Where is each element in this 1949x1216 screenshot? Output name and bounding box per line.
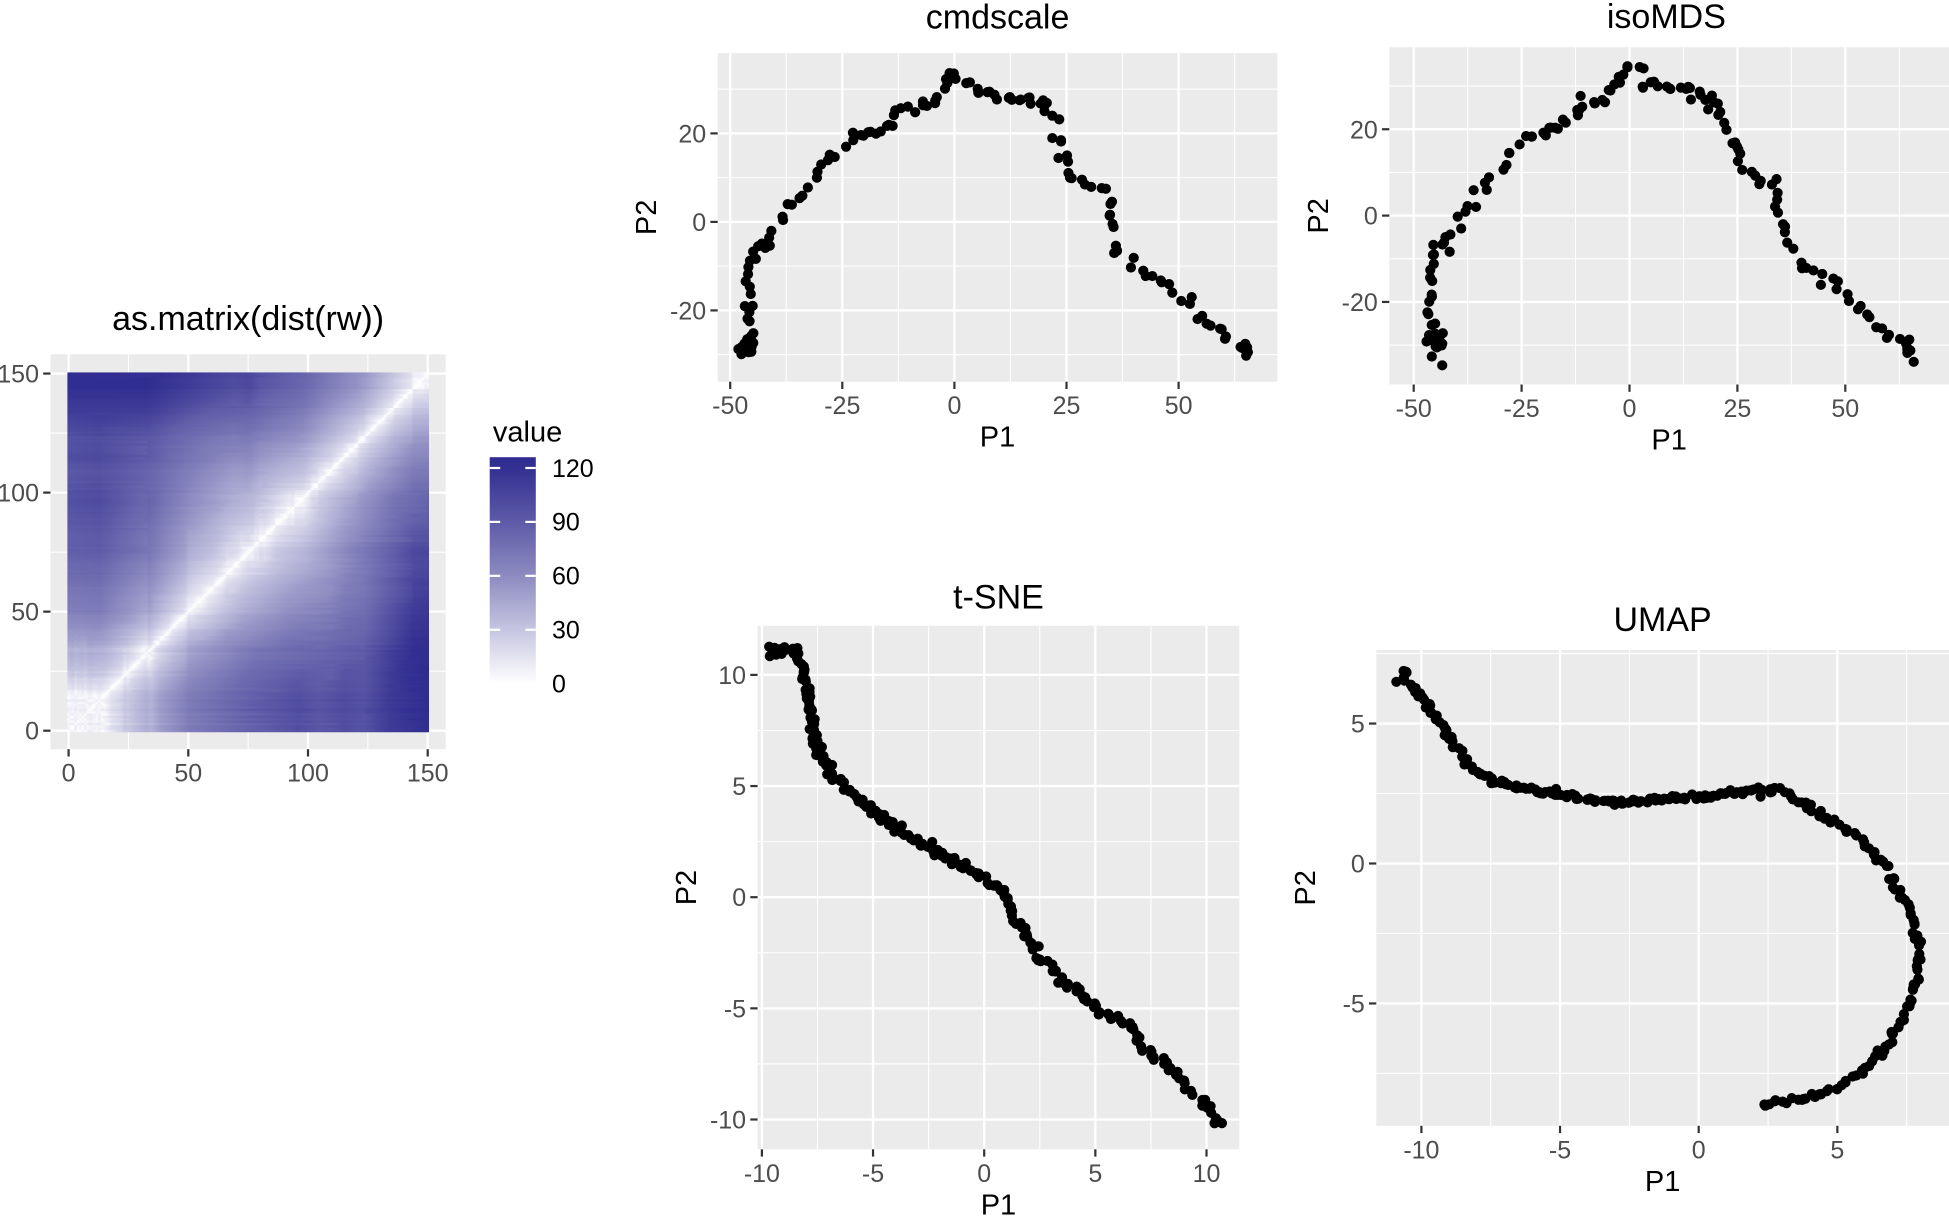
svg-text:25: 25: [1723, 395, 1751, 423]
svg-text:-20: -20: [1342, 289, 1378, 317]
svg-text:-10: -10: [744, 1160, 780, 1188]
svg-text:0: 0: [1364, 203, 1378, 231]
svg-text:0: 0: [1351, 851, 1365, 879]
svg-text:150: 150: [407, 760, 449, 788]
svg-text:60: 60: [552, 563, 580, 591]
svg-text:-25: -25: [1504, 395, 1540, 423]
svg-text:5: 5: [1351, 711, 1365, 739]
svg-text:20: 20: [678, 120, 706, 148]
svg-text:as.matrix(dist(rw)): as.matrix(dist(rw)): [112, 300, 384, 338]
svg-text:cmdscale: cmdscale: [926, 0, 1070, 37]
svg-text:30: 30: [552, 617, 580, 645]
svg-text:0: 0: [552, 671, 566, 699]
svg-text:P1: P1: [980, 422, 1015, 454]
svg-text:100: 100: [0, 480, 39, 508]
svg-text:0: 0: [62, 760, 76, 788]
svg-text:10: 10: [1193, 1160, 1221, 1188]
svg-text:0: 0: [977, 1160, 991, 1188]
svg-text:0: 0: [692, 209, 706, 237]
svg-text:P1: P1: [1651, 425, 1686, 457]
svg-text:UMAP: UMAP: [1613, 601, 1711, 639]
svg-text:isoMDS: isoMDS: [1607, 0, 1726, 36]
svg-text:-5: -5: [862, 1160, 884, 1188]
svg-text:0: 0: [25, 718, 39, 746]
svg-text:50: 50: [1165, 392, 1193, 420]
svg-text:-5: -5: [724, 995, 746, 1023]
svg-text:t-SNE: t-SNE: [953, 579, 1044, 617]
svg-text:0: 0: [732, 884, 746, 912]
svg-text:-50: -50: [712, 392, 748, 420]
svg-text:50: 50: [11, 599, 39, 627]
svg-text:90: 90: [552, 509, 580, 537]
svg-text:25: 25: [1053, 392, 1081, 420]
svg-text:50: 50: [1831, 395, 1859, 423]
svg-text:0: 0: [1623, 395, 1637, 423]
svg-text:20: 20: [1350, 116, 1378, 144]
svg-text:P2: P2: [1290, 870, 1322, 905]
svg-text:100: 100: [287, 760, 329, 788]
svg-text:5: 5: [1088, 1160, 1102, 1188]
svg-text:P1: P1: [981, 1189, 1016, 1216]
svg-text:150: 150: [0, 361, 39, 389]
svg-text:-50: -50: [1396, 395, 1432, 423]
svg-text:-20: -20: [670, 297, 706, 325]
svg-text:0: 0: [947, 392, 961, 420]
svg-text:10: 10: [718, 662, 746, 690]
svg-text:-25: -25: [824, 392, 860, 420]
svg-text:50: 50: [174, 760, 202, 788]
svg-text:0: 0: [1692, 1136, 1706, 1164]
svg-text:value: value: [493, 417, 562, 449]
svg-text:P2: P2: [671, 870, 703, 905]
svg-text:P1: P1: [1645, 1166, 1680, 1198]
svg-text:5: 5: [732, 773, 746, 801]
svg-text:-5: -5: [1343, 990, 1365, 1018]
svg-text:P2: P2: [1303, 198, 1335, 233]
svg-text:-10: -10: [1403, 1136, 1439, 1164]
svg-text:-5: -5: [1549, 1136, 1571, 1164]
svg-text:P2: P2: [631, 200, 663, 235]
svg-text:-10: -10: [710, 1107, 746, 1135]
svg-text:120: 120: [552, 455, 594, 483]
svg-text:5: 5: [1830, 1136, 1844, 1164]
